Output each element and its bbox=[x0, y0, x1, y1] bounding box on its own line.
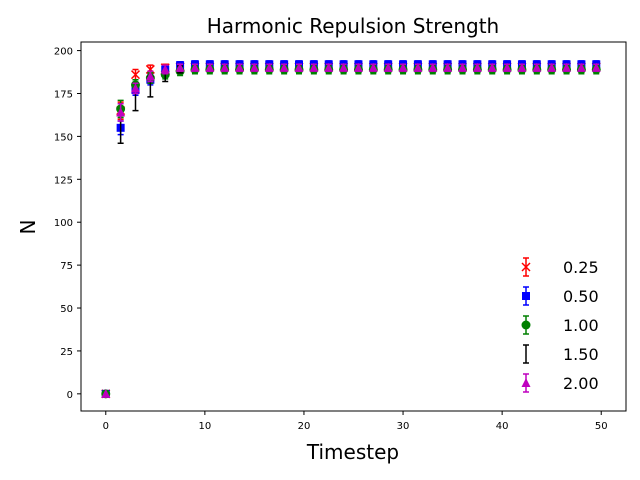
data-point bbox=[175, 62, 185, 72]
x-axis: 0 10 20 30 40 50 bbox=[103, 411, 608, 432]
x-tick-label: 10 bbox=[198, 421, 211, 432]
legend-label: 0.50 bbox=[563, 287, 599, 306]
legend-label: 1.00 bbox=[563, 316, 599, 335]
x-tick-label: 20 bbox=[298, 421, 311, 432]
data-point bbox=[101, 388, 111, 398]
data-point bbox=[249, 62, 259, 72]
y-tick-label: 200 bbox=[54, 47, 73, 58]
data-point bbox=[309, 62, 319, 72]
y-tick-label: 100 bbox=[54, 218, 73, 229]
data-series bbox=[101, 60, 601, 399]
y-tick-label: 125 bbox=[54, 175, 73, 186]
data-point bbox=[353, 62, 363, 72]
data-point bbox=[502, 62, 512, 72]
data-point bbox=[521, 262, 531, 272]
data-point bbox=[517, 62, 527, 72]
series-2.00 bbox=[101, 62, 601, 398]
data-point bbox=[131, 83, 140, 93]
legend-label: 1.50 bbox=[563, 345, 599, 364]
data-point bbox=[264, 62, 274, 72]
data-point bbox=[521, 320, 531, 330]
y-tick-label: 175 bbox=[54, 89, 73, 100]
x-tick-label: 30 bbox=[397, 421, 410, 432]
data-point bbox=[235, 62, 245, 72]
data-point bbox=[398, 62, 408, 72]
data-point bbox=[522, 292, 530, 300]
y-tick-label: 75 bbox=[60, 261, 73, 272]
x-tick-label: 0 bbox=[103, 421, 109, 432]
data-point bbox=[279, 62, 289, 72]
data-point bbox=[220, 62, 230, 72]
legend-item: 2.00 bbox=[521, 373, 599, 393]
data-point bbox=[521, 378, 531, 387]
data-point bbox=[562, 62, 572, 72]
y-axis-title: N bbox=[16, 220, 40, 235]
legend: 0.25 0.50 1.00 1.50 2.00 bbox=[521, 257, 599, 393]
chart-title: Harmonic Repulsion Strength bbox=[207, 14, 499, 38]
data-point bbox=[413, 62, 423, 72]
data-point bbox=[472, 62, 482, 72]
data-point bbox=[576, 62, 586, 72]
data-point bbox=[458, 62, 467, 72]
legend-item: 0.50 bbox=[522, 286, 599, 306]
data-point bbox=[532, 62, 542, 72]
y-tick-label: 150 bbox=[54, 132, 73, 143]
x-tick-label: 40 bbox=[496, 421, 509, 432]
y-tick-label: 25 bbox=[60, 347, 73, 358]
data-point bbox=[160, 64, 170, 74]
x-tick-label: 50 bbox=[595, 421, 608, 432]
data-point bbox=[145, 71, 155, 81]
data-point bbox=[428, 62, 438, 72]
data-point bbox=[591, 62, 601, 72]
data-point bbox=[547, 62, 557, 72]
data-point bbox=[487, 62, 497, 72]
data-point bbox=[190, 62, 200, 72]
data-point bbox=[205, 62, 215, 72]
data-point bbox=[116, 107, 126, 117]
legend-item: 0.25 bbox=[521, 257, 599, 277]
y-tick-label: 50 bbox=[60, 304, 73, 315]
legend-item: 1.50 bbox=[523, 344, 599, 364]
legend-label: 0.25 bbox=[563, 258, 599, 277]
y-axis: 0 25 50 75 100 125 150 175 200 bbox=[54, 47, 81, 401]
data-point bbox=[294, 62, 304, 72]
data-point bbox=[130, 70, 141, 80]
plot-area bbox=[80, 41, 627, 412]
data-point bbox=[368, 62, 378, 72]
x-axis-title: Timestep bbox=[306, 440, 399, 464]
data-point bbox=[324, 62, 334, 72]
data-point bbox=[383, 62, 393, 72]
data-point bbox=[145, 64, 155, 74]
data-point bbox=[339, 62, 349, 72]
data-point bbox=[443, 62, 453, 72]
error-bar bbox=[523, 344, 529, 364]
legend-item: 1.00 bbox=[521, 315, 599, 335]
y-tick-label: 0 bbox=[67, 390, 73, 401]
legend-label: 2.00 bbox=[563, 374, 599, 393]
